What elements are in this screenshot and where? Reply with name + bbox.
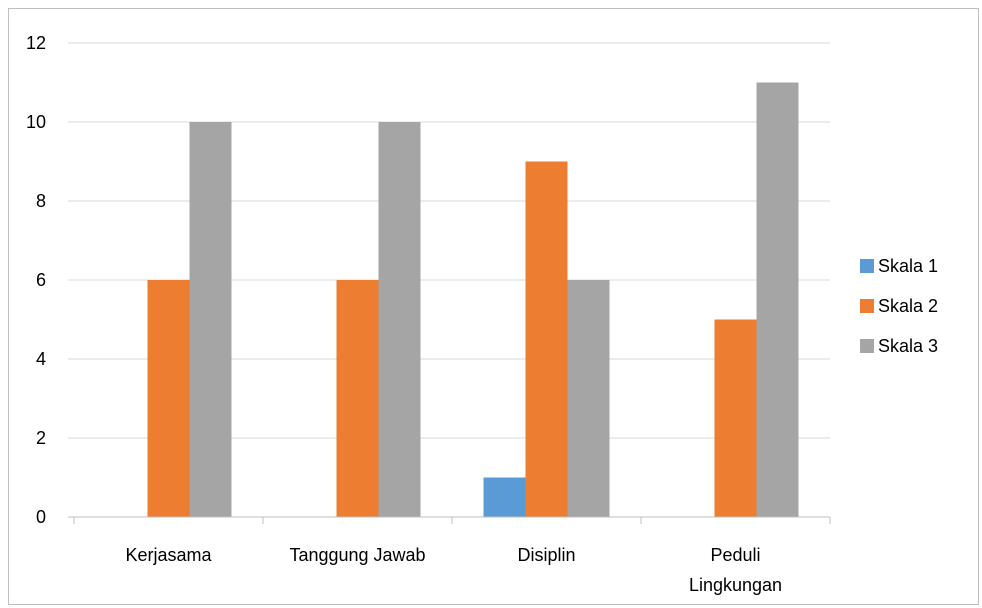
y-tick-label: 8 (36, 191, 46, 211)
x-axis-tick-labels: Kerjasama Tanggung Jawab Disiplin Peduli Lin… (125, 545, 782, 595)
bar-skala-1 (483, 477, 526, 517)
x-tick-label-line: Disiplin (517, 545, 575, 565)
bar-skala-2 (147, 280, 190, 517)
x-tick-label-line: Kerjasama (125, 545, 212, 565)
bar-skala-2 (714, 319, 757, 517)
bar-skala-3 (756, 82, 799, 517)
y-tick-label: 0 (36, 507, 46, 527)
y-tick-label: 10 (26, 112, 46, 132)
x-tick-label: Peduli Lingkungan (689, 545, 782, 595)
x-tick-label-line: Lingkungan (689, 575, 782, 595)
bars (147, 82, 799, 517)
legend-swatch (860, 339, 874, 353)
legend-label: Skala 3 (878, 336, 938, 356)
legend: Skala 1 Skala 2 Skala 3 (860, 256, 938, 356)
x-tick-label: Tanggung Jawab (289, 545, 425, 565)
y-tick-label: 2 (36, 428, 46, 448)
y-tick-label: 12 (26, 33, 46, 53)
bar-skala-2 (336, 280, 379, 517)
x-tick-label-line: Peduli (710, 545, 760, 565)
x-tick-label-line: Tanggung Jawab (289, 545, 425, 565)
legend-label: Skala 2 (878, 296, 938, 316)
y-tick-label: 4 (36, 349, 46, 369)
legend-swatch (860, 299, 874, 313)
y-tick-label: 6 (36, 270, 46, 290)
y-axis-tick-labels: 0 2 4 6 8 10 12 (26, 33, 46, 527)
x-tick-label: Kerjasama (125, 545, 212, 565)
bar-skala-3 (567, 280, 610, 517)
bar-skala-2 (525, 161, 568, 517)
legend-swatch (860, 259, 874, 273)
bar-skala-3 (378, 122, 421, 517)
x-tick-label: Disiplin (517, 545, 575, 565)
legend-label: Skala 1 (878, 256, 938, 276)
bar-skala-3 (189, 122, 232, 517)
x-axis (68, 516, 831, 524)
